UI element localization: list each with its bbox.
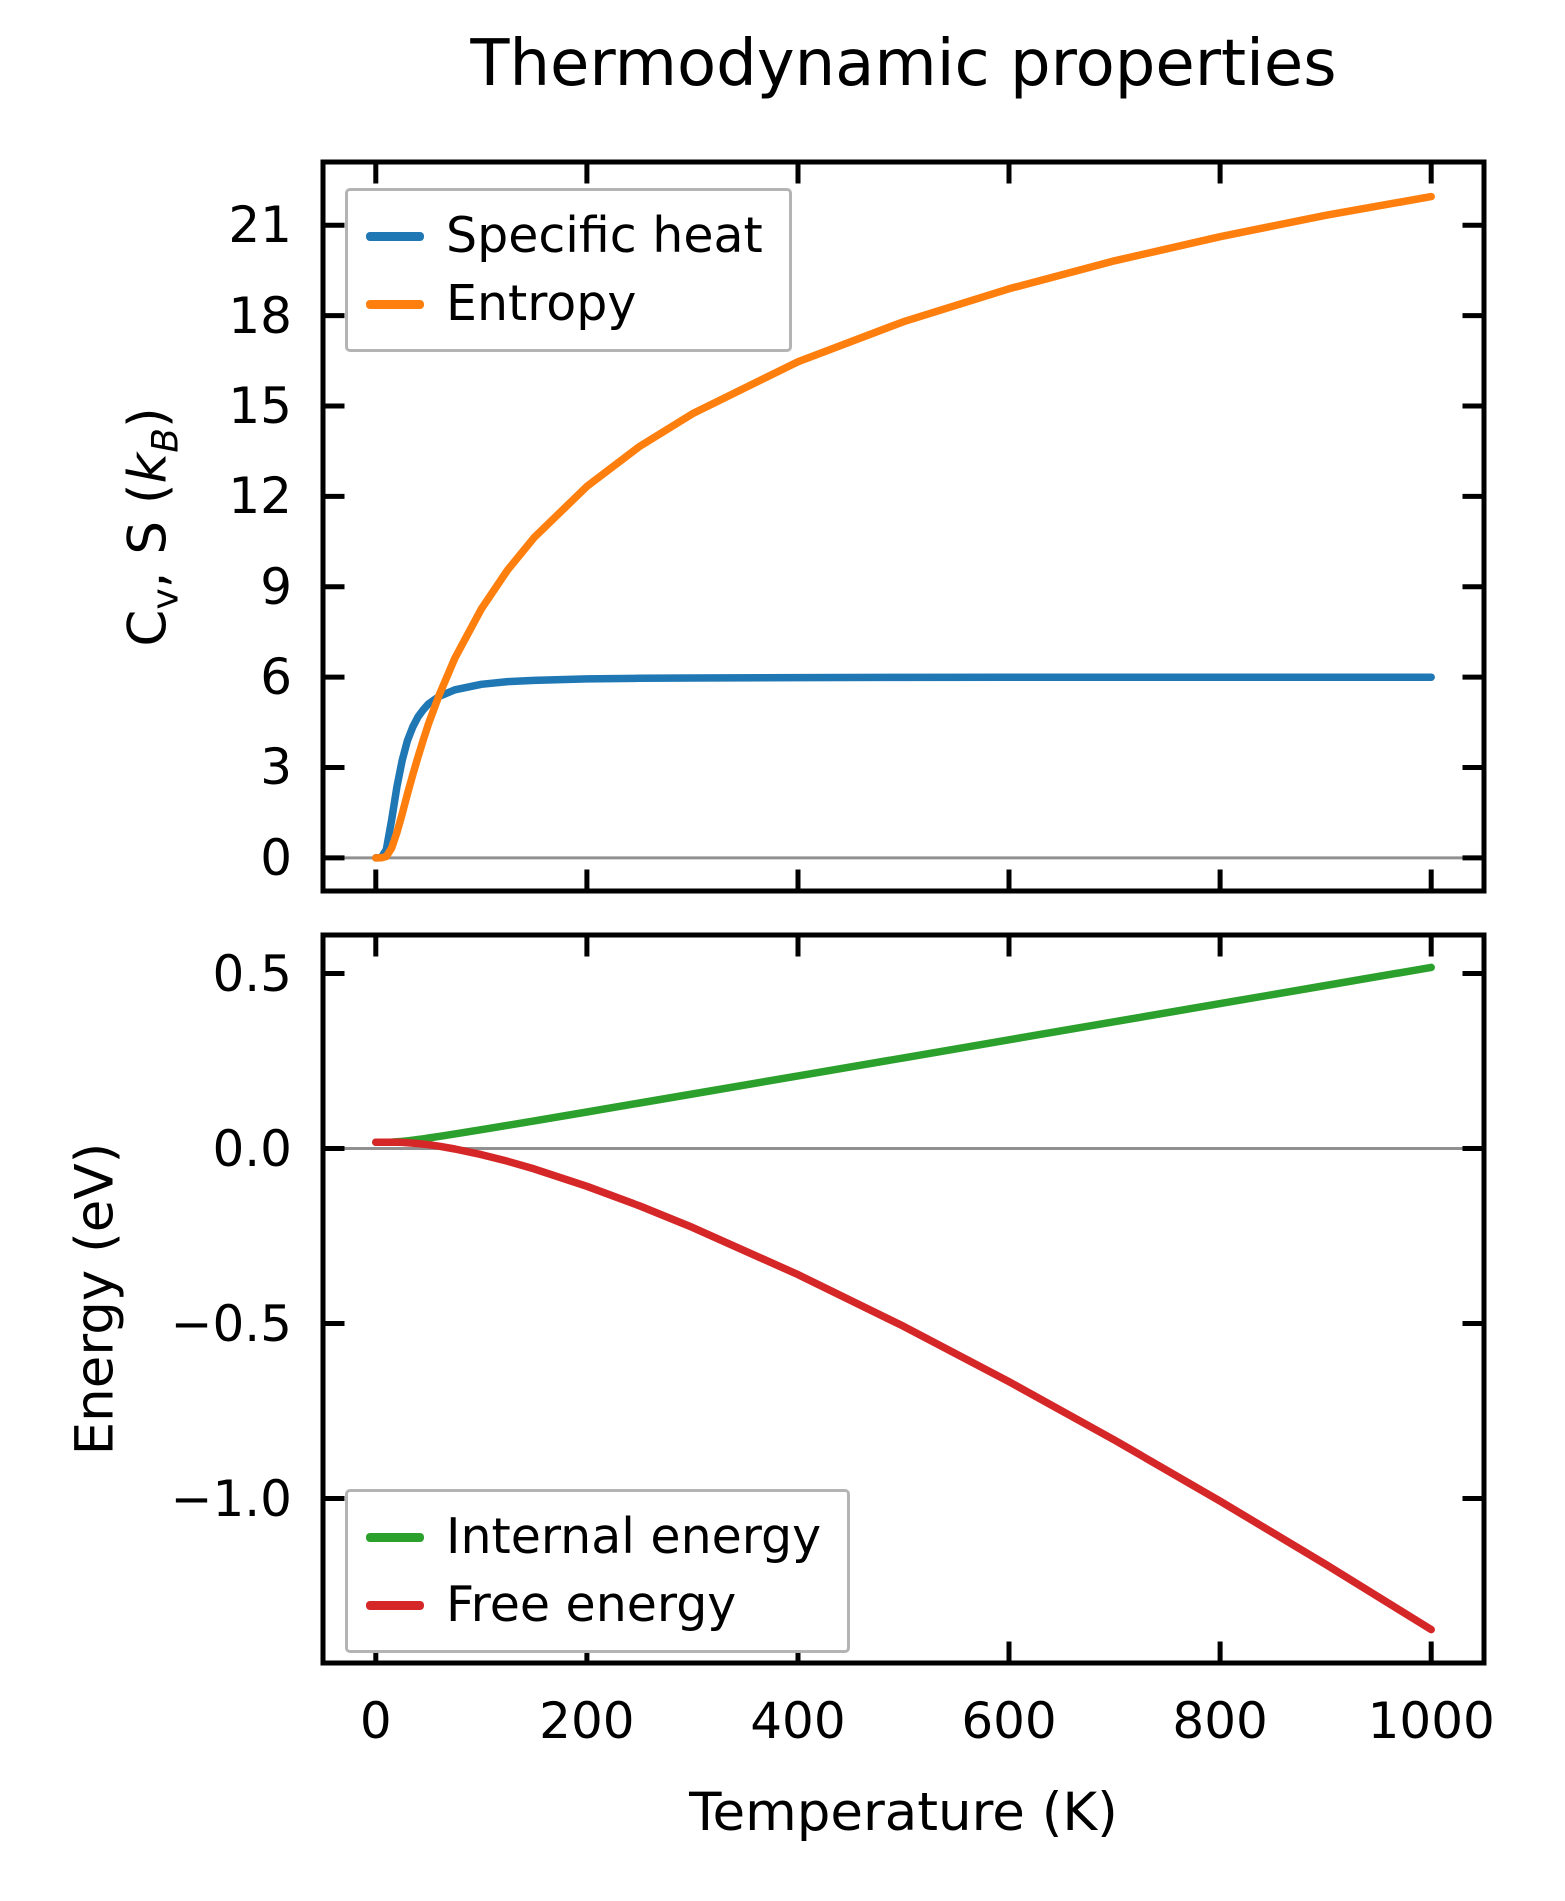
legend-bottom: Internal energy Free energy [345, 1489, 851, 1653]
x-tick-label: 200 [539, 1692, 635, 1750]
x-axis-label: Temperature (K) [689, 1782, 1118, 1843]
y-tick-label: 18 [228, 286, 292, 345]
entropy-line-swatch [366, 299, 424, 309]
y-tick-label: 12 [228, 467, 292, 526]
y-tick-label: 15 [228, 377, 292, 435]
legend-label-free-energy: Free energy [446, 1576, 737, 1633]
legend-top: Specific heat Entropy [345, 188, 792, 352]
x-tick-label: 1000 [1367, 1692, 1495, 1750]
y-tick-label: 0 [260, 828, 292, 887]
legend-label-specific-heat: Specific heat [446, 207, 763, 264]
x-tick-label: 0 [359, 1692, 392, 1750]
legend-entry-entropy: Entropy [366, 273, 763, 335]
legend-entry-internal-energy: Internal energy [366, 1506, 821, 1568]
free-energy-line-swatch [366, 1600, 424, 1610]
legend-entry-free-energy: Free energy [366, 1574, 821, 1636]
legend-label-internal-energy: Internal energy [446, 1508, 822, 1565]
specific-heat-line-swatch [366, 231, 424, 241]
x-tick-label: 400 [750, 1692, 846, 1750]
x-tick-label: 600 [961, 1692, 1057, 1750]
y-tick-label: 3 [260, 738, 292, 797]
y-tick-label: −0.5 [170, 1294, 292, 1353]
y-tick-label: −1.0 [170, 1469, 292, 1528]
legend-entry-specific-heat: Specific heat [366, 205, 763, 267]
legend-label-entropy: Entropy [446, 275, 637, 332]
y-tick-label: 0.5 [212, 944, 292, 1003]
y-tick-label: 6 [260, 648, 292, 707]
y-tick-label: 21 [228, 196, 292, 255]
chart-title: Thermodynamic properties [470, 27, 1337, 101]
x-tick-label: 800 [1172, 1692, 1268, 1750]
y-tick-label: 0.0 [212, 1119, 292, 1178]
internal-energy-line-swatch [366, 1532, 424, 1542]
y-tick-label: 9 [260, 557, 292, 616]
